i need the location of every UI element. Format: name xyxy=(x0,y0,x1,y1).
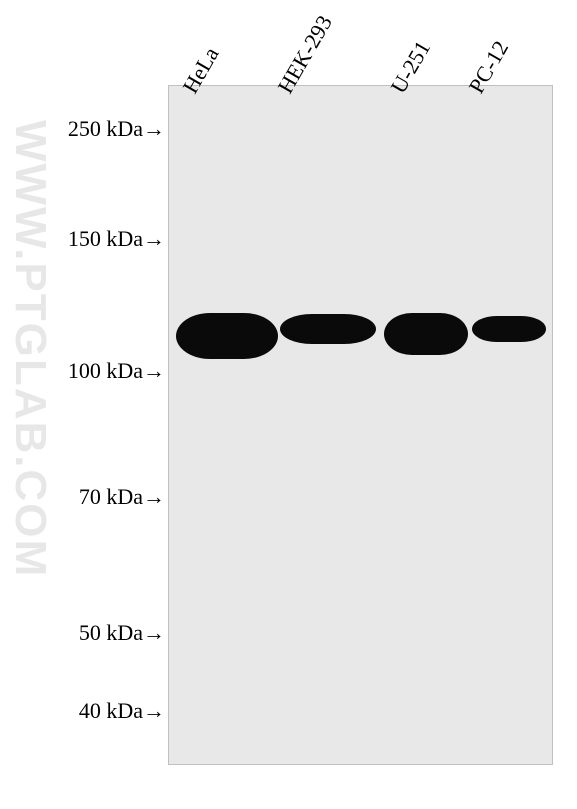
blot-figure: WWW.PTGLAB.COM HeLaHEK-293U-251PC-12 250… xyxy=(0,0,577,809)
marker-label: 70 kDa→ xyxy=(79,484,165,510)
marker-label: 250 kDa→ xyxy=(68,116,165,142)
marker-label: 100 kDa→ xyxy=(68,358,165,384)
protein-band xyxy=(176,313,278,359)
marker-label: 50 kDa→ xyxy=(79,620,165,646)
marker-label: 150 kDa→ xyxy=(68,226,165,252)
marker-label: 40 kDa→ xyxy=(79,698,165,724)
protein-band xyxy=(280,314,376,344)
blot-membrane xyxy=(168,85,553,765)
protein-band xyxy=(472,316,546,342)
protein-band xyxy=(384,313,468,355)
watermark-text: WWW.PTGLAB.COM xyxy=(5,120,55,578)
